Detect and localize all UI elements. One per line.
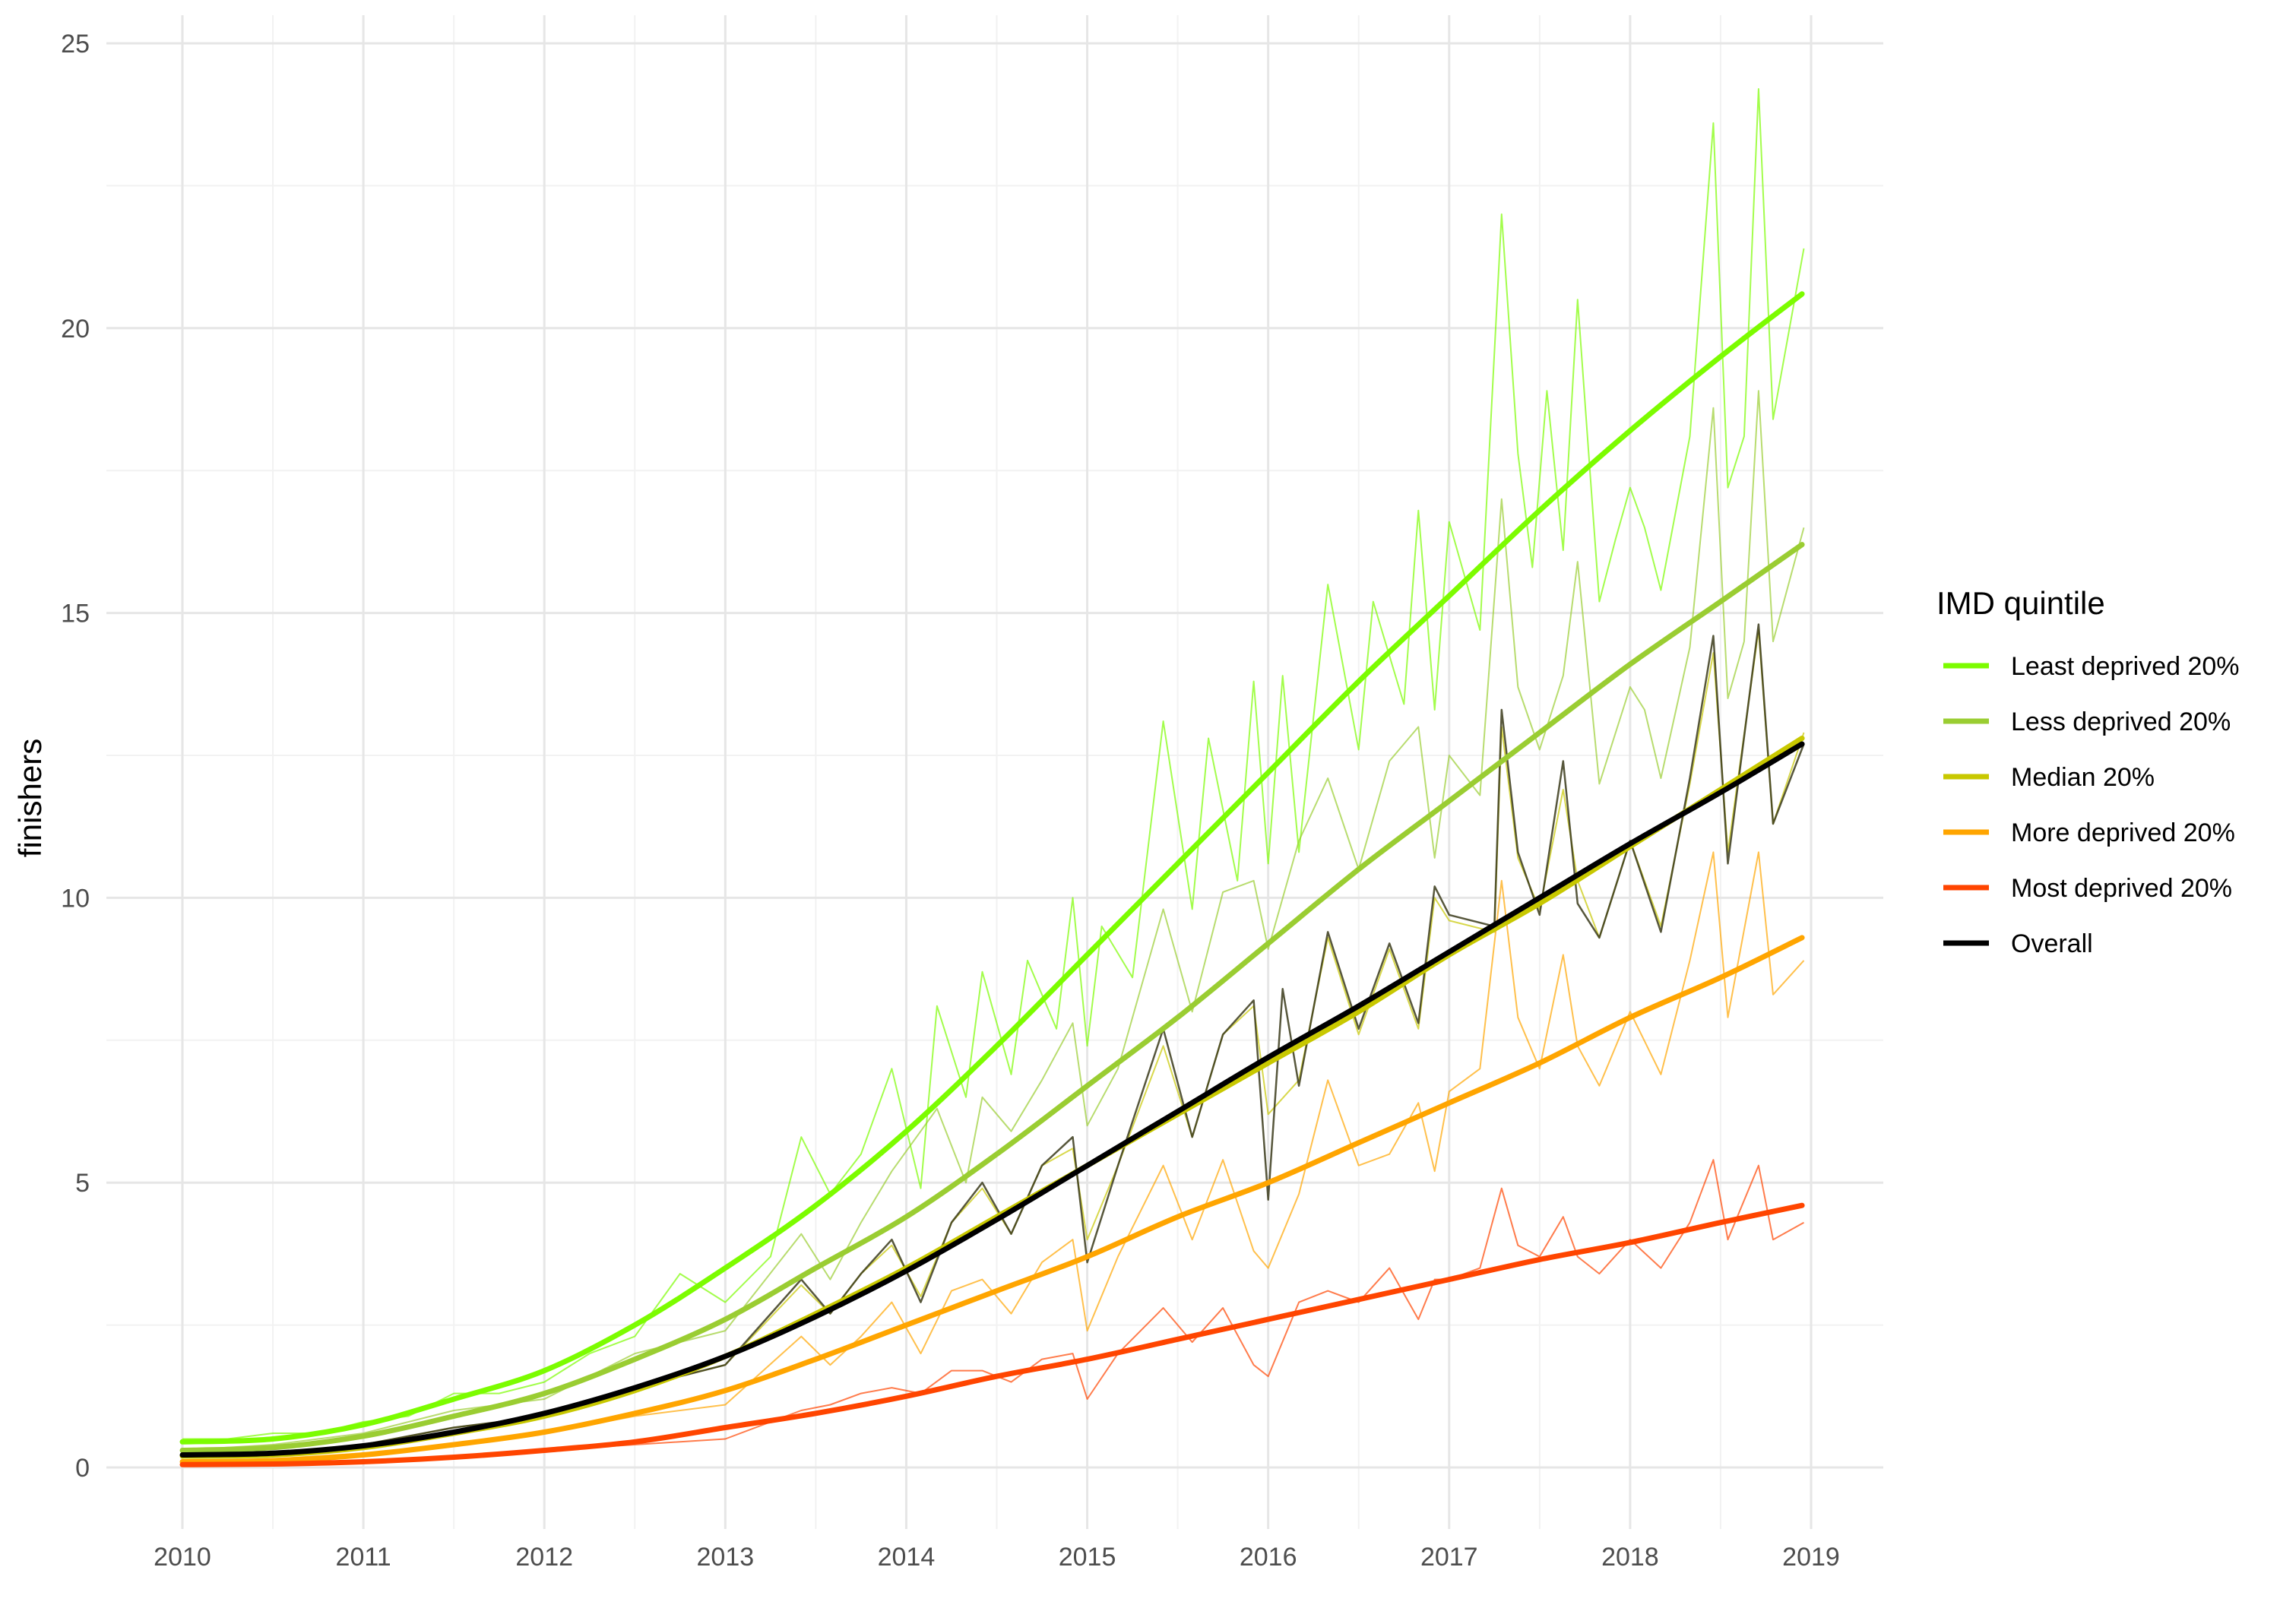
x-tick-label: 2012 xyxy=(515,1543,573,1572)
legend-label: Overall xyxy=(2011,929,2093,958)
series-layer xyxy=(179,88,1805,1467)
x-tick-label: 2019 xyxy=(1782,1543,1840,1572)
x-tick-label: 2015 xyxy=(1059,1543,1116,1572)
y-tick-label: 15 xyxy=(61,600,90,628)
x-tick-label: 2014 xyxy=(878,1543,936,1572)
legend-label: Most deprived 20% xyxy=(2011,874,2232,903)
legend-label: Median 20% xyxy=(2011,763,2155,792)
x-tick-label: 2011 xyxy=(336,1543,391,1572)
monthly-line xyxy=(182,623,1805,1458)
x-tick-label: 2010 xyxy=(154,1543,211,1572)
legend-label: Least deprived 20% xyxy=(2011,652,2240,681)
monthly-line xyxy=(182,851,1805,1463)
trend-line xyxy=(179,736,1805,1459)
y-tick-label: 10 xyxy=(61,884,90,913)
trend-line xyxy=(179,542,1805,1453)
trend-line xyxy=(179,291,1805,1445)
monthly-line xyxy=(182,629,1805,1457)
legend-title: IMD quintile xyxy=(1936,585,2105,621)
axis-ticks: 0 5 10 15 20 25 2010 2011 2012 2013 2014 2015 2016 20… xyxy=(61,30,1840,1572)
legend-label: Less deprived 20% xyxy=(2011,708,2231,736)
x-tick-label: 2016 xyxy=(1240,1543,1297,1572)
trend-line xyxy=(179,935,1805,1464)
legend-label: More deprived 20% xyxy=(2011,818,2235,847)
monthly-line xyxy=(182,1159,1804,1466)
x-tick-label: 2013 xyxy=(697,1543,755,1572)
y-tick-label: 20 xyxy=(61,315,90,343)
grid xyxy=(106,15,1883,1529)
legend: IMD quintile Least deprived 20% Less depr… xyxy=(1936,585,2240,958)
x-tick-label: 2017 xyxy=(1420,1543,1478,1572)
monthly-line xyxy=(182,390,1805,1451)
x-tick-label: 2018 xyxy=(1601,1543,1659,1572)
monthly-line xyxy=(182,88,1805,1440)
y-axis-title: finishers xyxy=(12,739,48,857)
y-tick-label: 0 xyxy=(75,1454,90,1483)
y-tick-label: 5 xyxy=(75,1169,90,1198)
trend-line xyxy=(179,741,1805,1458)
trend-line xyxy=(179,1202,1805,1467)
y-tick-label: 25 xyxy=(61,30,90,59)
